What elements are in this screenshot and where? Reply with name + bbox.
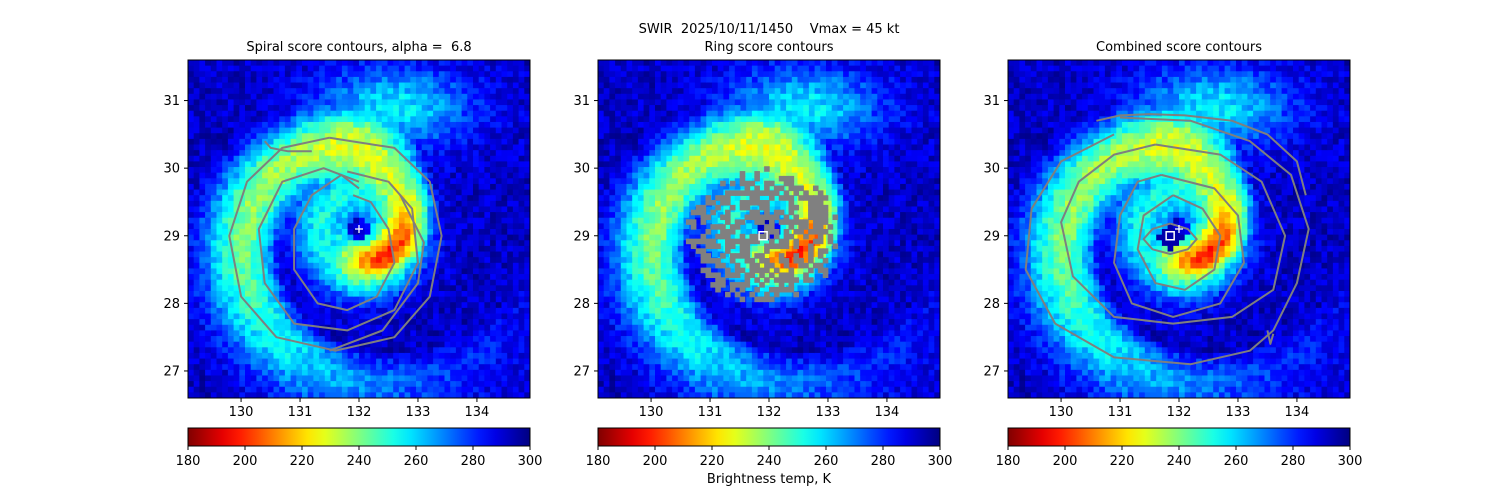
x-tick-label: 133 [816,405,841,420]
x-tick-label: 131 [698,405,723,420]
contour-line [228,136,443,352]
center-square-marker [758,231,768,241]
x-tick-label: 131 [1108,405,1133,420]
colorbar-tick-label: 240 [757,454,782,469]
colorbar-label: Brightness temp, K [706,472,832,487]
colorbar-tick-label: 200 [1053,454,1078,469]
x-tick-label: 132 [347,405,372,420]
colorbar-tick-label: 200 [643,454,668,469]
y-tick-label: 30 [573,162,590,177]
colorbar-tick-label: 180 [586,454,611,469]
colorbar-tick-label: 180 [176,454,201,469]
x-tick-label: 130 [1049,405,1074,420]
ring-score-overlay [685,166,839,303]
x-tick-label: 130 [229,405,254,420]
y-tick-label: 28 [983,297,1000,312]
contour-line [257,167,419,332]
y-tick-label: 28 [573,297,590,312]
colorbar-tick-label: 300 [928,454,953,469]
combined-panel: 130 131 132 133 134 27 28 29 30 31 180 200 220 240 260… [983,59,1363,469]
colorbar-tick-label: 240 [1167,454,1192,469]
center-plus-marker [355,225,363,233]
colorbar-tick-label: 280 [1281,454,1306,469]
contour-line [1113,173,1245,318]
ring-panel: 130 131 132 133 134 27 28 29 30 31 180 200 220 240 260… [573,59,953,469]
contour-line [1060,143,1287,325]
y-tick-label: 27 [983,364,1000,379]
center-plus-marker [1175,225,1183,233]
colorbar [1007,427,1351,447]
contour-line [293,173,396,312]
figure-suptitle: SWIR 2025/10/11/1450 Vmax = 45 kt [638,22,900,37]
colorbar-tick-label: 200 [233,454,258,469]
colorbar-tick-label: 280 [871,454,896,469]
brightness-image [188,60,530,398]
colorbar [597,427,941,447]
colorbar-tick-label: 260 [814,454,839,469]
y-tick-label: 27 [573,364,590,379]
contour-line [1096,113,1307,196]
y-tick-label: 29 [573,229,590,244]
x-tick-label: 130 [639,405,664,420]
y-tick-label: 30 [163,162,180,177]
panel-title-ring: Ring score contours [704,40,834,55]
colorbar-tick-label: 180 [996,454,1021,469]
x-tick-label: 134 [1285,405,1310,420]
x-tick-label: 134 [875,405,900,420]
contour-line [1142,222,1198,255]
y-tick-label: 29 [163,229,180,244]
panel-title-spiral: Spiral score contours, alpha = 6.8 [246,40,472,55]
colorbar-tick-label: 280 [461,454,486,469]
x-tick-label: 132 [757,405,782,420]
contour-line [263,140,312,153]
spiral-panel: 130 131 132 133 134 27 28 29 30 31 180 200 220 240 260… [163,59,543,469]
y-tick-label: 27 [163,364,180,379]
colorbar-tick-label: 260 [1224,454,1249,469]
panel-title-combined: Combined score contours [1096,40,1262,55]
colorbar-tick-label: 220 [700,454,725,469]
colorbar-tick-label: 300 [518,454,543,469]
contour-line [329,194,425,352]
y-tick-label: 29 [983,229,1000,244]
y-tick-label: 31 [573,94,590,109]
contour-line [1024,116,1310,366]
colorbar-tick-label: 300 [1338,454,1363,469]
x-tick-label: 132 [1167,405,1192,420]
x-tick-label: 131 [288,405,313,420]
contour-line [1136,194,1222,291]
center-square-marker [1165,231,1175,241]
x-tick-label: 133 [1226,405,1251,420]
y-tick-label: 31 [983,94,1000,109]
colorbar-tick-label: 240 [347,454,372,469]
y-tick-label: 28 [163,297,180,312]
colorbar-tick-label: 260 [404,454,429,469]
y-tick-label: 31 [163,94,180,109]
colorbar-tick-label: 220 [1110,454,1135,469]
contour-line [1266,330,1275,345]
x-tick-label: 133 [406,405,431,420]
colorbar-tick-label: 220 [290,454,315,469]
y-tick-label: 30 [983,162,1000,177]
colorbar [187,427,531,447]
x-tick-label: 134 [465,405,490,420]
